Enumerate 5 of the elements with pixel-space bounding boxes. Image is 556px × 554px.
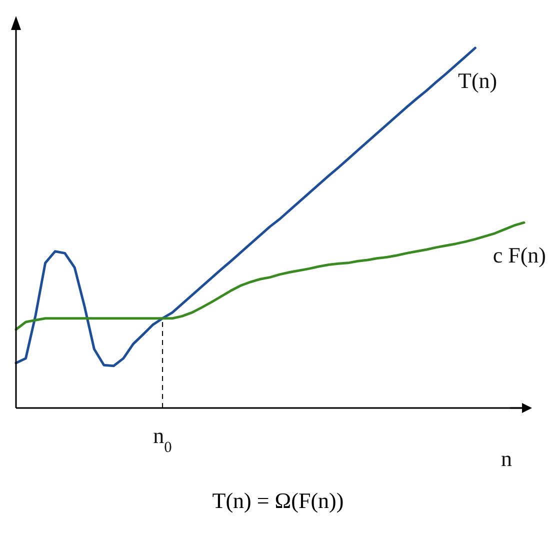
series-label: T(n) (458, 68, 498, 93)
series-label: c F(n) (492, 242, 546, 268)
text: n$_{0}$ (153, 423, 172, 456)
x-axis-title: n (501, 446, 512, 471)
text: T(n) = Ω(F(n)) (211, 488, 345, 514)
